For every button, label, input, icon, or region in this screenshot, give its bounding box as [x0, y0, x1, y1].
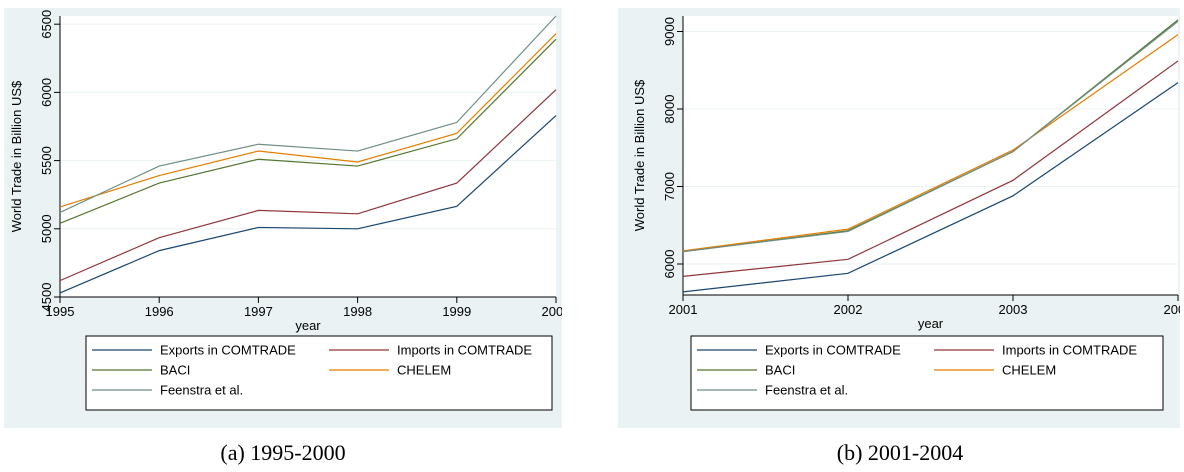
series-line-2: [59, 89, 557, 282]
legend-box: [85, 335, 553, 411]
y-tick-label: 5000: [39, 214, 54, 243]
series-line-3: [59, 38, 557, 224]
y-axis-label: World Trade in Billion US$: [632, 79, 647, 231]
series-line-2: [682, 60, 1179, 277]
series-line-5: [59, 15, 557, 213]
legend-label: BACI: [765, 363, 795, 378]
legend-label: Exports in COMTRADE: [765, 343, 901, 358]
y-tick-label: 6000: [662, 250, 677, 279]
plot-area-b: [683, 16, 1178, 295]
legend-label: Imports in COMTRADE: [397, 343, 532, 358]
y-tick-label: 8000: [662, 95, 677, 124]
series-line-4: [59, 33, 557, 208]
y-tick-label: 5500: [39, 146, 54, 175]
x-axis-label: year: [295, 318, 321, 333]
chart-b-svg: 6000 7000 8000 9000 2001 2002 2003 2004 year Worl…: [632, 16, 1180, 411]
chart-panel-a: 4500 5000 5500 6000 6500 1995 1996 1997 1998 1999…: [4, 8, 562, 428]
series-line-1: [59, 115, 557, 294]
y-tick-label: 7000: [662, 172, 677, 201]
legend-box: [690, 335, 1164, 411]
y-tick-label: 4500: [39, 283, 54, 312]
x-tick-label: 2001: [669, 302, 698, 317]
legend-label: CHELEM: [1002, 363, 1056, 378]
y-tick-label: 6000: [39, 78, 54, 107]
legend-label: Feenstra et al.: [160, 383, 243, 398]
y-tick-label: 9000: [662, 17, 677, 46]
caption-b: (b) 2001-2004: [836, 440, 964, 465]
legend-label: Imports in COMTRADE: [1002, 343, 1137, 358]
series-line-4: [682, 34, 1179, 252]
series-line-5: [682, 20, 1179, 253]
x-tick-label: 1998: [343, 304, 372, 319]
x-tick-label: 2002: [834, 302, 863, 317]
x-axis-label: year: [918, 316, 944, 331]
legend-label: Feenstra et al.: [765, 383, 848, 398]
x-tick-label: 1997: [244, 304, 273, 319]
x-tick-label: 1995: [46, 304, 75, 319]
x-tick-label: 2004: [1164, 302, 1180, 317]
legend-label: CHELEM: [397, 363, 451, 378]
y-axis-label: World Trade in Billion US$: [9, 80, 24, 232]
chart-panel-b: 6000 7000 8000 9000 2001 2002 2003 2004 year Worl…: [618, 8, 1180, 428]
x-tick-label: 2000: [542, 304, 562, 319]
legend-label: Exports in COMTRADE: [160, 343, 296, 358]
y-tick-label: 6500: [39, 10, 54, 39]
series-line-1: [682, 82, 1179, 293]
x-tick-label: 1996: [145, 304, 174, 319]
caption-a: (a) 1995-2000: [220, 440, 346, 465]
x-tick-label: 2003: [999, 302, 1028, 317]
chart-a-svg: 4500 5000 5500 6000 6500 1995 1996 1997 1998 1999…: [9, 10, 562, 411]
legend-label: BACI: [160, 363, 190, 378]
x-tick-label: 1999: [442, 304, 471, 319]
